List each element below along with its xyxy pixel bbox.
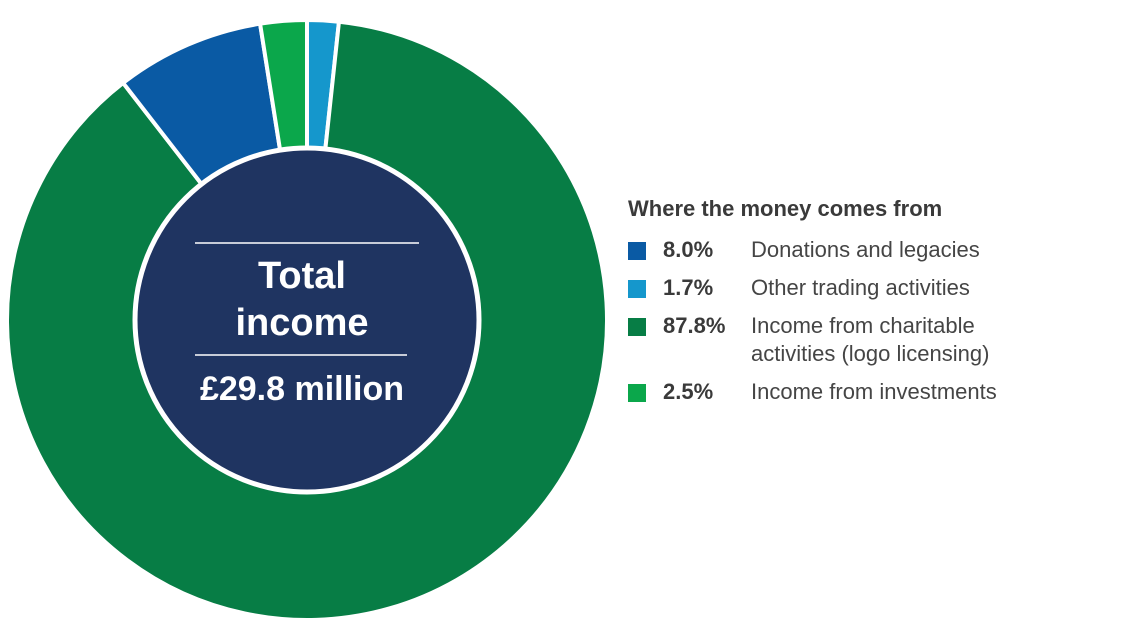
legend-item-charitable-activities: 87.8% Income from charitable activities …: [628, 312, 1128, 368]
center-title-line2: income: [235, 302, 368, 344]
legend-swatch: [628, 318, 646, 336]
legend-percent: 8.0%: [663, 237, 714, 262]
legend-swatch: [628, 384, 646, 402]
legend-percent: 87.8%: [663, 313, 726, 338]
legend-percent: 1.7%: [663, 275, 714, 300]
legend-swatch: [628, 242, 646, 260]
legend-label: Donations and legacies: [751, 237, 980, 262]
legend-item-investments: 2.5% Income from investments: [628, 378, 1128, 406]
center-total-value: £29.8 million: [200, 370, 404, 408]
legend-percent: 2.5%: [663, 379, 714, 404]
legend-label: Other trading activities: [751, 275, 970, 300]
legend-label: Income from investments: [751, 379, 997, 404]
legend-item-donations: 8.0% Donations and legacies: [628, 236, 1128, 264]
legend-item-other-trading: 1.7% Other trading activities: [628, 274, 1128, 302]
donut-chart: Total income £29.8 million: [5, 18, 609, 622]
center-disc: [132, 145, 482, 495]
legend-label: Income from charitable activities (logo …: [751, 313, 990, 366]
legend-swatch: [628, 280, 646, 298]
center-title-line1: Total: [258, 255, 346, 297]
legend: Where the money comes from 8.0% Donation…: [628, 196, 1128, 416]
legend-title: Where the money comes from: [628, 196, 943, 221]
